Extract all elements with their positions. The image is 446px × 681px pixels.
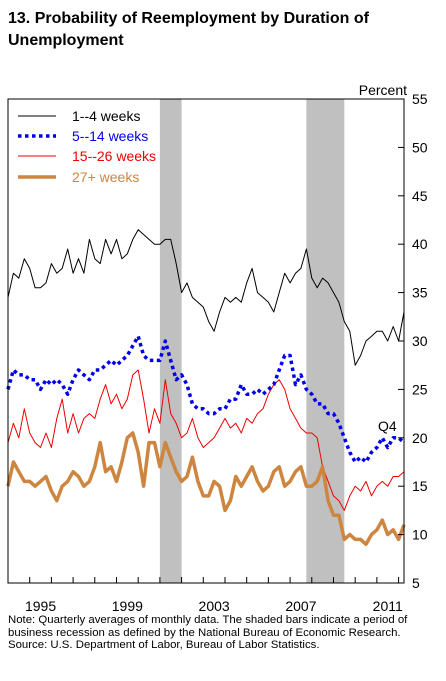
y-tick-label: 20 bbox=[412, 430, 428, 446]
note-text: Note: Quarterly averages of monthly data… bbox=[8, 614, 408, 639]
footnotes: Note: Quarterly averages of monthly data… bbox=[8, 614, 442, 652]
y-axis-unit-label: Percent bbox=[359, 82, 407, 98]
source-text: Source: U.S. Department of Labor, Bureau… bbox=[8, 639, 320, 652]
series-lines bbox=[6, 229, 406, 547]
x-tick-label: 1999 bbox=[112, 598, 143, 614]
series-line-5-14-weeks bbox=[6, 334, 406, 464]
legend-label-27-plus-weeks: 27+ weeks bbox=[72, 169, 139, 185]
series-line-15-26-weeks bbox=[7, 369, 405, 511]
x-tick-label: 2011 bbox=[373, 598, 403, 614]
y-tick-label: 25 bbox=[412, 381, 428, 397]
y-tick-label: 5 bbox=[412, 575, 420, 591]
recession-bar-2 bbox=[306, 99, 345, 583]
y-tick-label: 30 bbox=[412, 333, 428, 349]
page-title: 13. Probability of Reemployment by Durat… bbox=[8, 10, 369, 49]
recession-bars bbox=[159, 99, 345, 583]
y-tick-label: 15 bbox=[412, 478, 428, 494]
q4-annotation: Q4 bbox=[378, 418, 397, 434]
legend: 1--4 weeks 5--14 weeks 15--26 weeks 27+ … bbox=[18, 108, 156, 185]
x-tick-label: 2007 bbox=[285, 598, 316, 614]
y-tick-label: 45 bbox=[412, 188, 428, 204]
series-line-1-4-weeks bbox=[7, 229, 405, 366]
x-tick-label: 1995 bbox=[25, 598, 56, 614]
y-tick-label: 50 bbox=[412, 139, 428, 155]
legend-label-5-14-weeks: 5--14 weeks bbox=[72, 128, 148, 144]
series-line-27-weeks bbox=[6, 431, 406, 547]
recession-bar-1 bbox=[159, 99, 182, 583]
legend-label-15-26-weeks: 15--26 weeks bbox=[72, 148, 156, 164]
y-tick-label: 40 bbox=[412, 236, 428, 252]
y-tick-label: 55 bbox=[412, 91, 428, 107]
legend-label-1-4-weeks: 1--4 weeks bbox=[72, 108, 140, 124]
axes: 5 10 15 20 25 30 35 40 45 50 55 1995 1999 2003 2007 201… bbox=[7, 91, 428, 614]
y-tick-label: 10 bbox=[412, 527, 428, 543]
x-tick-label: 2003 bbox=[199, 598, 230, 614]
y-tick-label: 35 bbox=[412, 285, 428, 301]
